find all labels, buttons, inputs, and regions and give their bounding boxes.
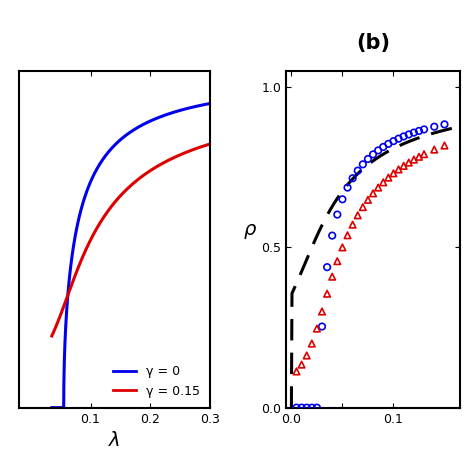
X-axis label: λ: λ [109,431,120,450]
Point [374,184,382,191]
Point [323,290,331,298]
Point [293,404,301,411]
Point [420,126,428,133]
Point [380,143,387,151]
Point [364,155,372,163]
Point [390,170,397,177]
Point [338,195,346,203]
Point [303,352,310,359]
Point [369,151,377,158]
Point [410,156,418,164]
Point [430,146,438,154]
Point [328,273,336,281]
Point [380,179,387,186]
Point [441,142,448,149]
Point [354,211,362,219]
Point [349,221,356,228]
Point [405,159,412,166]
Point [400,162,408,170]
Point [384,174,392,182]
Point [334,211,341,219]
Point [354,167,362,174]
Point [415,127,423,135]
Point [298,361,305,368]
Point [308,404,316,411]
Point [415,153,423,161]
Point [344,184,351,191]
Point [420,150,428,158]
Point [318,308,326,315]
Point [410,129,418,137]
Point [298,404,305,411]
Point [338,244,346,251]
Point [441,120,448,128]
Point [364,196,372,204]
Y-axis label: ρ: ρ [244,220,256,239]
Point [313,325,321,332]
Point [344,231,351,239]
Point [323,264,331,271]
Point [318,323,326,330]
Point [430,123,438,130]
Point [349,174,356,182]
Point [400,133,408,140]
Point [395,165,402,173]
Point [308,340,316,347]
Point [303,404,310,411]
Point [395,135,402,143]
Point [359,161,366,168]
Point [390,137,397,145]
Legend: γ = 0, γ = 0.15: γ = 0, γ = 0.15 [109,362,203,401]
Point [334,257,341,265]
Point [328,232,336,239]
Point [293,368,301,375]
Point [313,404,321,411]
Point [369,190,377,197]
Point [384,140,392,147]
Point [374,146,382,154]
Text: (b): (b) [356,33,390,53]
Point [359,203,366,211]
Point [405,131,412,138]
